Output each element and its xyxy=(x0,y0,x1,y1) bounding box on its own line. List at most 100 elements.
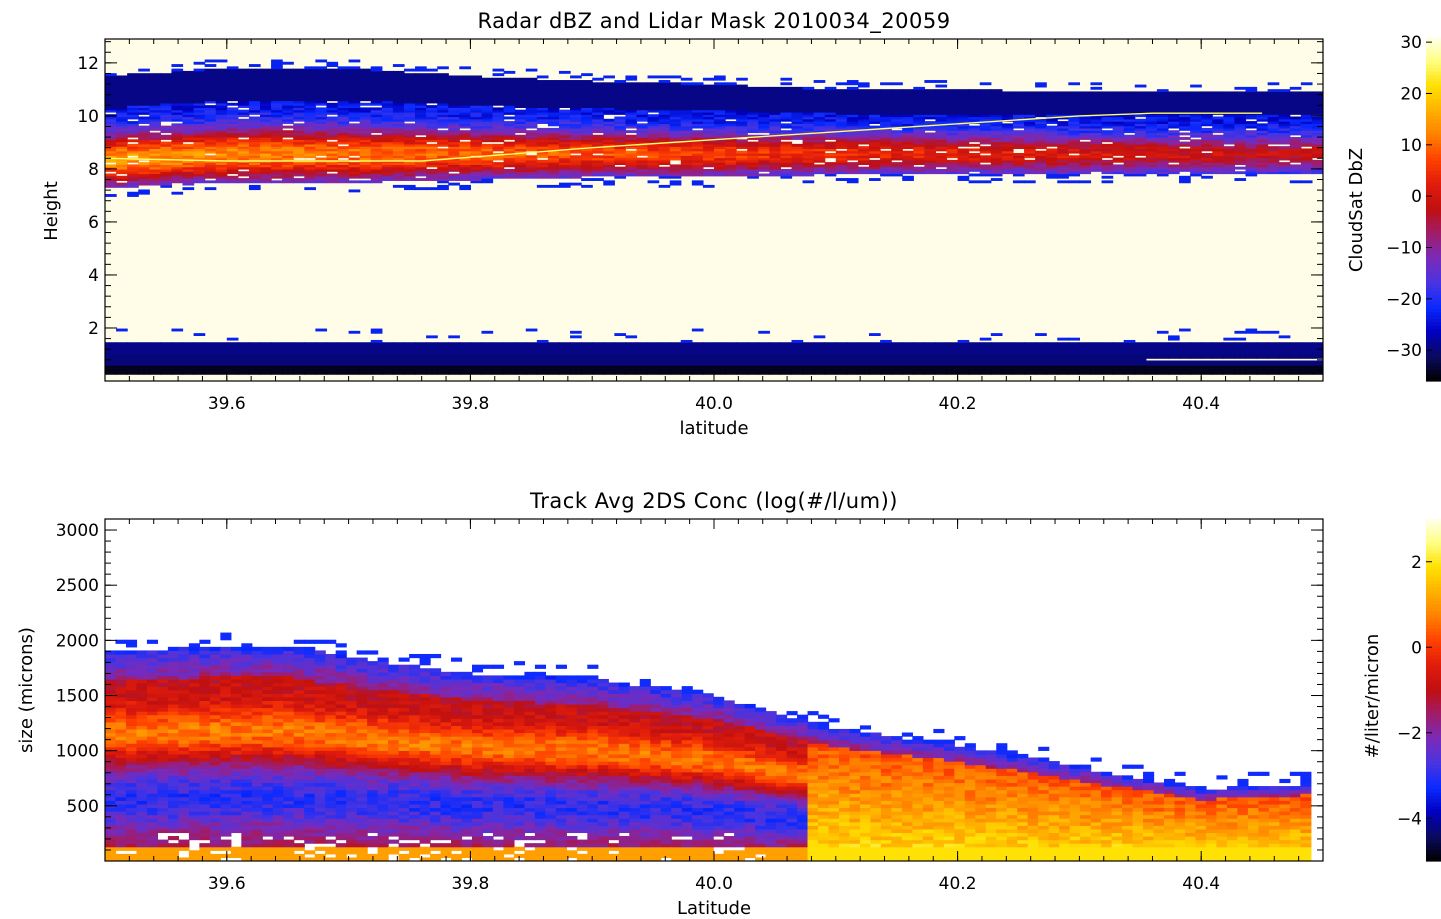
radar-cell xyxy=(769,105,782,108)
radar-cell xyxy=(935,164,948,168)
radar-cell xyxy=(248,109,261,113)
radar-cell xyxy=(1024,134,1036,138)
radar-cell xyxy=(248,116,261,120)
radar-cell xyxy=(116,342,128,346)
radar-cell xyxy=(603,346,615,350)
radar-cell xyxy=(891,96,903,99)
radar-cell xyxy=(857,360,870,364)
radar-cell xyxy=(891,98,903,102)
radar-cell xyxy=(514,166,527,170)
radar-cell xyxy=(714,89,726,93)
radar-cell xyxy=(558,164,571,168)
radar-cell xyxy=(215,123,228,127)
radar-cell xyxy=(614,171,627,175)
radar-cell xyxy=(558,70,571,74)
radar-cell xyxy=(437,150,449,154)
radar-cell xyxy=(570,75,582,79)
radar-cell xyxy=(514,77,527,81)
radar-cell xyxy=(260,125,272,129)
radar-cell xyxy=(647,89,660,93)
radar-cell xyxy=(647,98,660,102)
radar-cell xyxy=(381,105,394,108)
radar-cell xyxy=(492,171,505,175)
radar-cell xyxy=(1035,105,1047,108)
radar-cell xyxy=(204,173,217,177)
radar-cell xyxy=(846,96,859,99)
radar-cell xyxy=(570,91,582,95)
radar-cell xyxy=(470,153,483,156)
radar-cell xyxy=(392,121,405,124)
radar-cell xyxy=(193,168,206,172)
radar-cell xyxy=(193,344,206,348)
radar-cell xyxy=(1024,130,1036,134)
radar-cell xyxy=(747,159,759,163)
radar-cell xyxy=(603,146,615,150)
radar-cell xyxy=(714,360,726,364)
radar-cell xyxy=(481,111,494,115)
radar-cell xyxy=(271,86,283,90)
radar-cell xyxy=(315,109,328,113)
radar-cell xyxy=(426,355,438,359)
radar-cell xyxy=(824,123,837,127)
radar-cell xyxy=(260,93,272,97)
radar-cell xyxy=(459,360,471,364)
radar-cell xyxy=(282,168,294,172)
radar-cell xyxy=(293,134,305,138)
radar-cell xyxy=(791,121,804,124)
radar-cell xyxy=(857,132,870,136)
radar-cell xyxy=(503,164,516,168)
radar-cell xyxy=(426,107,438,111)
radar-cell xyxy=(260,168,272,172)
radar-cell xyxy=(658,118,671,122)
radar-cell xyxy=(957,362,970,366)
radar-cell xyxy=(204,59,217,63)
radar-cell xyxy=(193,137,206,140)
radar-cell xyxy=(248,175,261,179)
radar-cell xyxy=(669,91,682,95)
radar-cell xyxy=(215,100,228,104)
radar-cell xyxy=(514,159,527,163)
radar-cell xyxy=(603,137,615,140)
radar-cell xyxy=(747,342,759,346)
radar-cell xyxy=(138,80,150,83)
radar-cell xyxy=(714,123,726,127)
radar-cell xyxy=(215,107,228,111)
radar-cell xyxy=(780,141,793,145)
radar-cell xyxy=(381,98,394,102)
radar-cell xyxy=(802,153,815,156)
radar-cell xyxy=(337,150,350,154)
radar-cell xyxy=(691,86,704,90)
radar-cell xyxy=(1001,162,1014,165)
radar-cell xyxy=(215,365,228,368)
radar-cell xyxy=(459,353,471,357)
radar-cell xyxy=(348,102,361,106)
radar-cell xyxy=(326,68,339,72)
radar-cell xyxy=(348,125,361,129)
radar-cell xyxy=(758,155,770,159)
radar-cell xyxy=(570,164,582,168)
radar-cell xyxy=(138,162,150,165)
radar-cell xyxy=(957,355,970,359)
radar-cell xyxy=(581,360,593,364)
radar-cell xyxy=(171,168,184,172)
radar-cell xyxy=(248,184,261,188)
radar-cell xyxy=(481,344,494,348)
radar-cell xyxy=(968,342,981,346)
radar-cell xyxy=(547,162,560,165)
radar-cell xyxy=(426,342,438,346)
radar-cell xyxy=(105,134,117,138)
radar-cell xyxy=(193,178,206,181)
radar-cell xyxy=(415,371,427,375)
radar-cell xyxy=(1046,132,1058,136)
radar-cell xyxy=(149,342,161,346)
radar-cell xyxy=(448,102,460,106)
radar-cell xyxy=(326,148,339,152)
radar-cell xyxy=(570,102,582,106)
radar-cell xyxy=(304,141,316,145)
radar-cell xyxy=(370,173,383,177)
radar-cell xyxy=(570,360,582,364)
radar-cell xyxy=(392,93,405,97)
radar-cell xyxy=(260,102,272,106)
radar-cell xyxy=(426,137,438,140)
radar-cell xyxy=(193,162,206,165)
